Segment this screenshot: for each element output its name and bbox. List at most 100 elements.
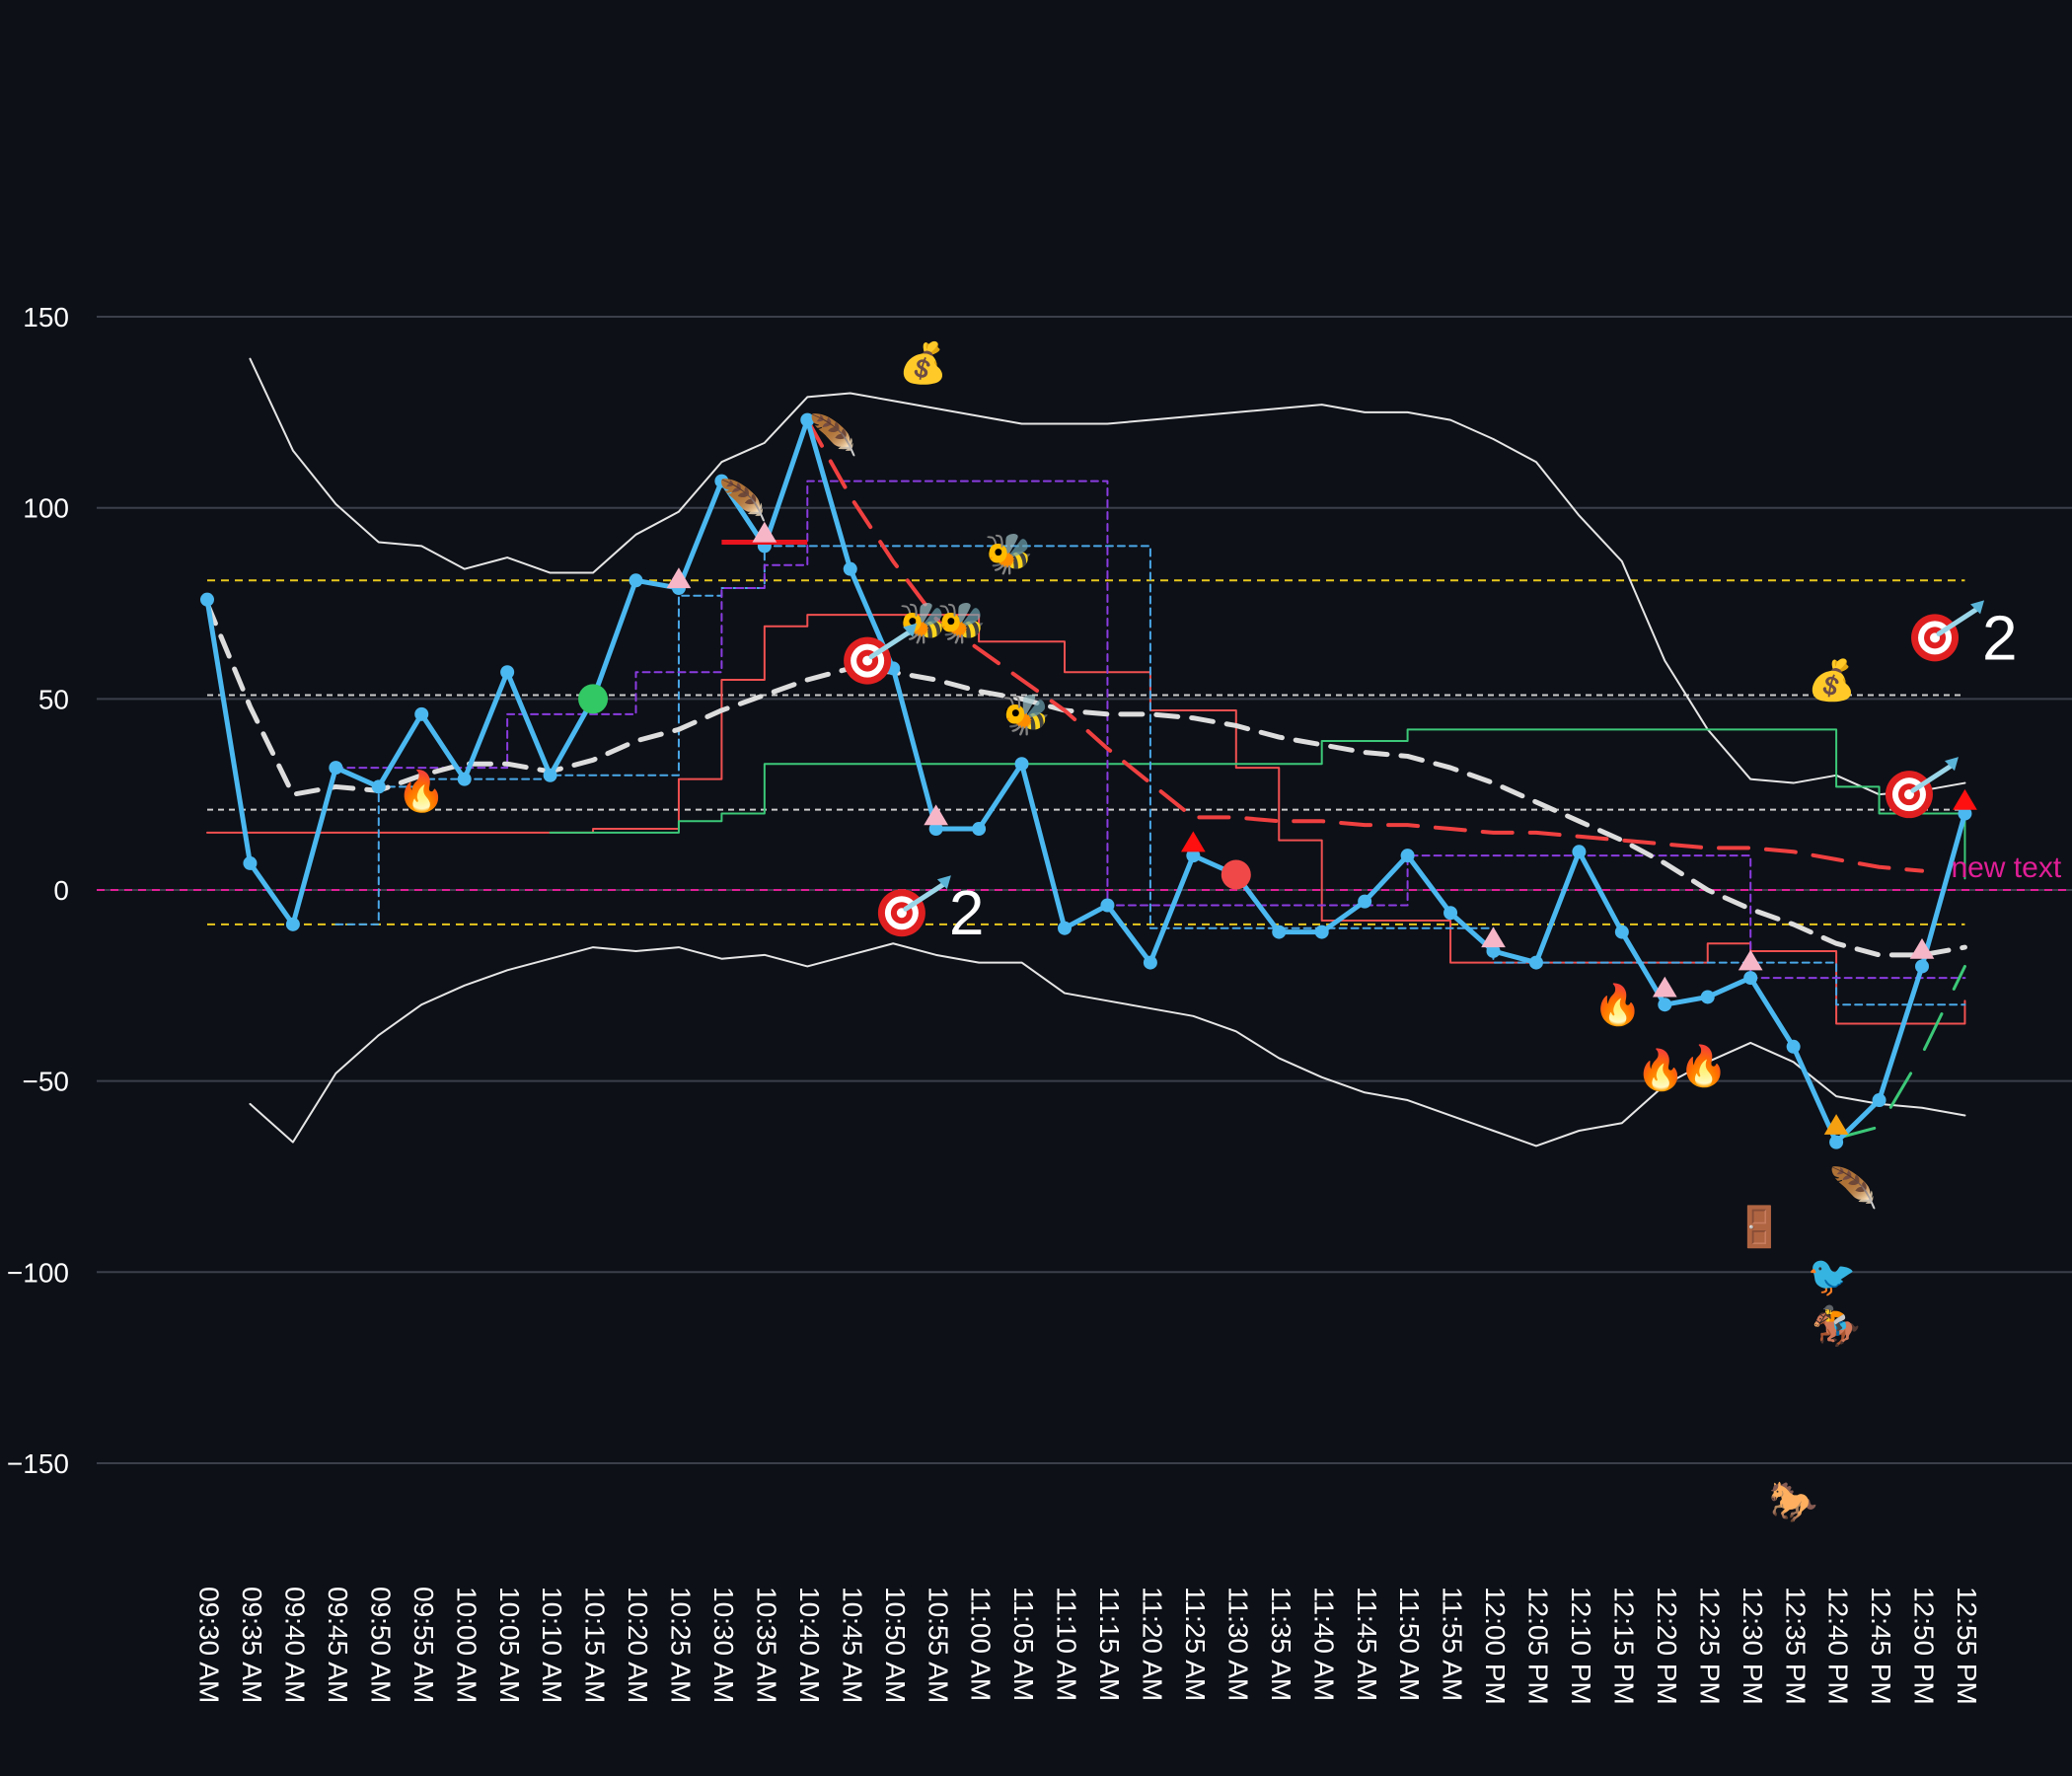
red-dot-marker <box>1221 859 1251 890</box>
dart-fletching <box>1944 757 1959 772</box>
x-tick-label: 11:50 AM <box>1394 1587 1425 1701</box>
pink-triangle-marker <box>1481 926 1506 948</box>
x-tick-label: 10:30 AM <box>708 1587 739 1703</box>
price-point <box>972 822 987 837</box>
x-tick-label: 12:55 PM <box>1952 1587 1982 1705</box>
x-tick-label: 12:40 PM <box>1823 1587 1854 1705</box>
price-point <box>1915 959 1929 974</box>
series-line-green-spark <box>1834 964 1966 1141</box>
pink-triangle-marker <box>752 521 777 543</box>
price-point <box>1143 955 1157 970</box>
x-axis-tick-labels: 09:30 AM 09:35 AM 09:40 AM 09:45 AM 09:50 AM… <box>194 1587 1982 1705</box>
emoji-annotation: 🚪 <box>1735 1204 1784 1250</box>
price-point <box>500 665 515 680</box>
price-point <box>1358 894 1372 909</box>
emoji-annotation: 💰 <box>1808 657 1857 703</box>
x-tick-label: 11:30 AM <box>1222 1587 1253 1701</box>
price-point <box>1486 943 1501 958</box>
price-point <box>243 855 258 870</box>
dart-fletching <box>1970 600 1985 615</box>
x-tick-label: 12:25 PM <box>1694 1587 1725 1705</box>
x-tick-label: 11:20 AM <box>1138 1587 1168 1701</box>
dart-fletching <box>903 623 918 637</box>
price-point <box>457 772 472 786</box>
pink-triangle-marker <box>924 804 948 826</box>
price-point <box>629 573 643 588</box>
target-icon <box>877 875 951 937</box>
series-line-purple-step <box>334 480 1966 980</box>
x-tick-label: 12:35 PM <box>1780 1587 1811 1705</box>
pink-triangle-marker <box>1652 976 1677 998</box>
x-tick-label: 09:50 AM <box>365 1587 396 1703</box>
emoji-annotation: 🔥 <box>1678 1043 1728 1089</box>
emoji-annotation: 🔥 <box>1593 982 1643 1028</box>
target-icon <box>1885 757 1959 819</box>
y-tick-label: 150 <box>23 302 69 333</box>
x-tick-label: 11:40 AM <box>1308 1587 1339 1701</box>
target-icon <box>844 623 918 685</box>
emoji-annotation: 🐝 <box>937 601 987 646</box>
x-tick-label: 12:15 PM <box>1608 1587 1639 1705</box>
x-tick-label: 11:05 AM <box>1008 1587 1039 1701</box>
emoji-annotation: 🔥 <box>397 768 446 814</box>
price-point <box>714 474 729 488</box>
x-tick-label: 10:05 AM <box>494 1587 525 1703</box>
price-point <box>1014 757 1029 772</box>
y-tick-label: −150 <box>7 1448 69 1479</box>
x-tick-label: 10:45 AM <box>837 1587 867 1703</box>
x-tick-label: 12:10 PM <box>1566 1587 1596 1705</box>
orange-triangle-marker <box>1823 1114 1849 1135</box>
emoji-annotation: 🐦 <box>1808 1254 1857 1299</box>
price-point <box>543 768 557 782</box>
dart-shaft <box>903 880 948 912</box>
x-tick-label: 12:20 PM <box>1652 1587 1682 1705</box>
x-tick-label: 12:50 PM <box>1909 1587 1940 1705</box>
x-tick-label: 11:25 AM <box>1180 1587 1211 1701</box>
target-count-label: 2 <box>949 877 985 948</box>
series-line-red-step <box>206 614 1966 1025</box>
x-tick-label: 09:40 AM <box>280 1587 311 1703</box>
emoji-annotation: 🐝 <box>1001 693 1051 738</box>
price-point <box>414 706 429 721</box>
price-point <box>285 917 300 931</box>
price-point <box>1314 925 1329 939</box>
price-point <box>1528 955 1543 970</box>
dart-shaft <box>868 629 914 660</box>
x-tick-label: 11:10 AM <box>1052 1587 1082 1701</box>
emoji-annotation: 🪶 <box>1829 1164 1879 1212</box>
x-tick-label: 09:45 AM <box>323 1587 353 1703</box>
price-point <box>329 761 343 776</box>
x-tick-label: 11:00 AM <box>966 1587 997 1701</box>
x-tick-label: 10:50 AM <box>880 1587 911 1703</box>
y-tick-label: 50 <box>38 684 69 714</box>
emoji-annotation: 🐝 <box>985 532 1034 577</box>
price-point <box>1400 849 1415 863</box>
emoji-annotation: 💰 <box>899 340 948 387</box>
pink-triangle-marker <box>1738 949 1763 971</box>
series-line-green-step <box>549 728 1966 880</box>
series-line-upper-envelope <box>249 357 1966 796</box>
series-line-price <box>204 417 1967 1146</box>
price-point <box>1443 906 1458 921</box>
x-tick-label: 12:30 PM <box>1738 1587 1768 1705</box>
x-tick-label: 10:25 AM <box>666 1587 697 1703</box>
x-tick-label: 12:05 PM <box>1523 1587 1554 1705</box>
green-dot-marker <box>578 684 609 714</box>
price-point <box>371 779 386 794</box>
price-point <box>1872 1093 1887 1108</box>
price-point <box>1658 998 1672 1012</box>
price-point <box>1272 925 1287 939</box>
price-point <box>1700 990 1715 1004</box>
price-point <box>1186 849 1201 863</box>
emoji-annotation: 🐝 <box>899 601 948 646</box>
price-point <box>1743 971 1758 986</box>
price-point <box>200 592 214 607</box>
x-tick-label: 10:10 AM <box>537 1587 567 1703</box>
text-annotation: new text <box>1951 851 2061 884</box>
x-tick-label: 10:00 AM <box>451 1587 481 1703</box>
x-tick-label: 09:30 AM <box>194 1587 225 1703</box>
emoji-annotation: 🐎 <box>1769 1480 1818 1525</box>
y-tick-label: −100 <box>7 1257 69 1288</box>
